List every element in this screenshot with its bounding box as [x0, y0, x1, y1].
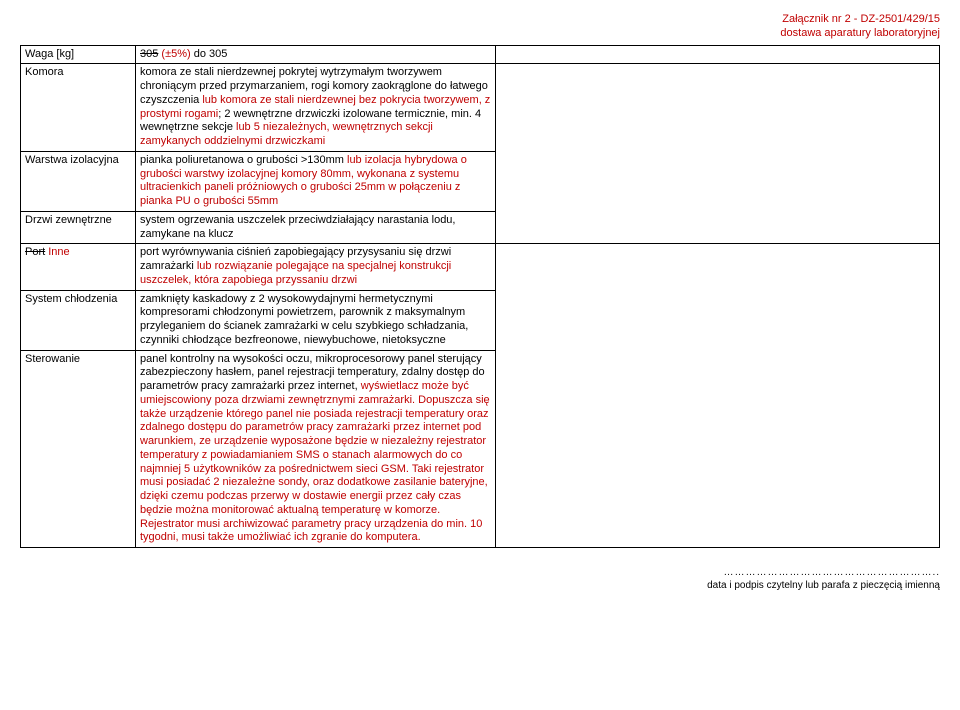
header-line1: Załącznik nr 2 - DZ-2501/429/15 [782, 13, 940, 25]
offer-cell [496, 244, 940, 548]
header-line2: dostawa aparatury laboratoryjnej [780, 27, 940, 39]
offer-cell [496, 64, 940, 244]
param-desc: system ogrzewania uszczelek przeciwdział… [136, 211, 496, 244]
footer: ………………………………………………….. data i podpis czyt… [20, 566, 940, 592]
param-desc: panel kontrolny na wysokości oczu, mikro… [136, 350, 496, 548]
param-desc: 305 (±5%) do 305 [136, 45, 496, 64]
param-label: Warstwa izolacyjna [21, 151, 136, 211]
param-label: Komora [21, 64, 136, 152]
attachment-header: Załącznik nr 2 - DZ-2501/429/15 dostawa … [20, 12, 940, 41]
offer-cell [496, 45, 940, 64]
param-desc: port wyrównywania ciśnień zapobiegający … [136, 244, 496, 290]
param-desc: pianka poliuretanowa o grubości >130mm l… [136, 151, 496, 211]
table-row: Port Inneport wyrównywania ciśnień zapob… [21, 244, 940, 290]
param-label: Waga [kg] [21, 45, 136, 64]
param-label: Port Inne [21, 244, 136, 290]
signature-line: ………………………………………………….. [723, 567, 940, 578]
param-desc: komora ze stali nierdzewnej pokrytej wyt… [136, 64, 496, 152]
table-row: Waga [kg]305 (±5%) do 305 [21, 45, 940, 64]
table-row: Komorakomora ze stali nierdzewnej pokryt… [21, 64, 940, 152]
param-label: Drzwi zewnętrzne [21, 211, 136, 244]
param-label: System chłodzenia [21, 290, 136, 350]
spec-table: Waga [kg]305 (±5%) do 305 Komorakomora z… [20, 45, 940, 549]
param-label: Sterowanie [21, 350, 136, 548]
signature-caption: data i podpis czytelny lub parafa z piec… [707, 580, 940, 591]
param-desc: zamknięty kaskadowy z 2 wysokowydajnymi … [136, 290, 496, 350]
